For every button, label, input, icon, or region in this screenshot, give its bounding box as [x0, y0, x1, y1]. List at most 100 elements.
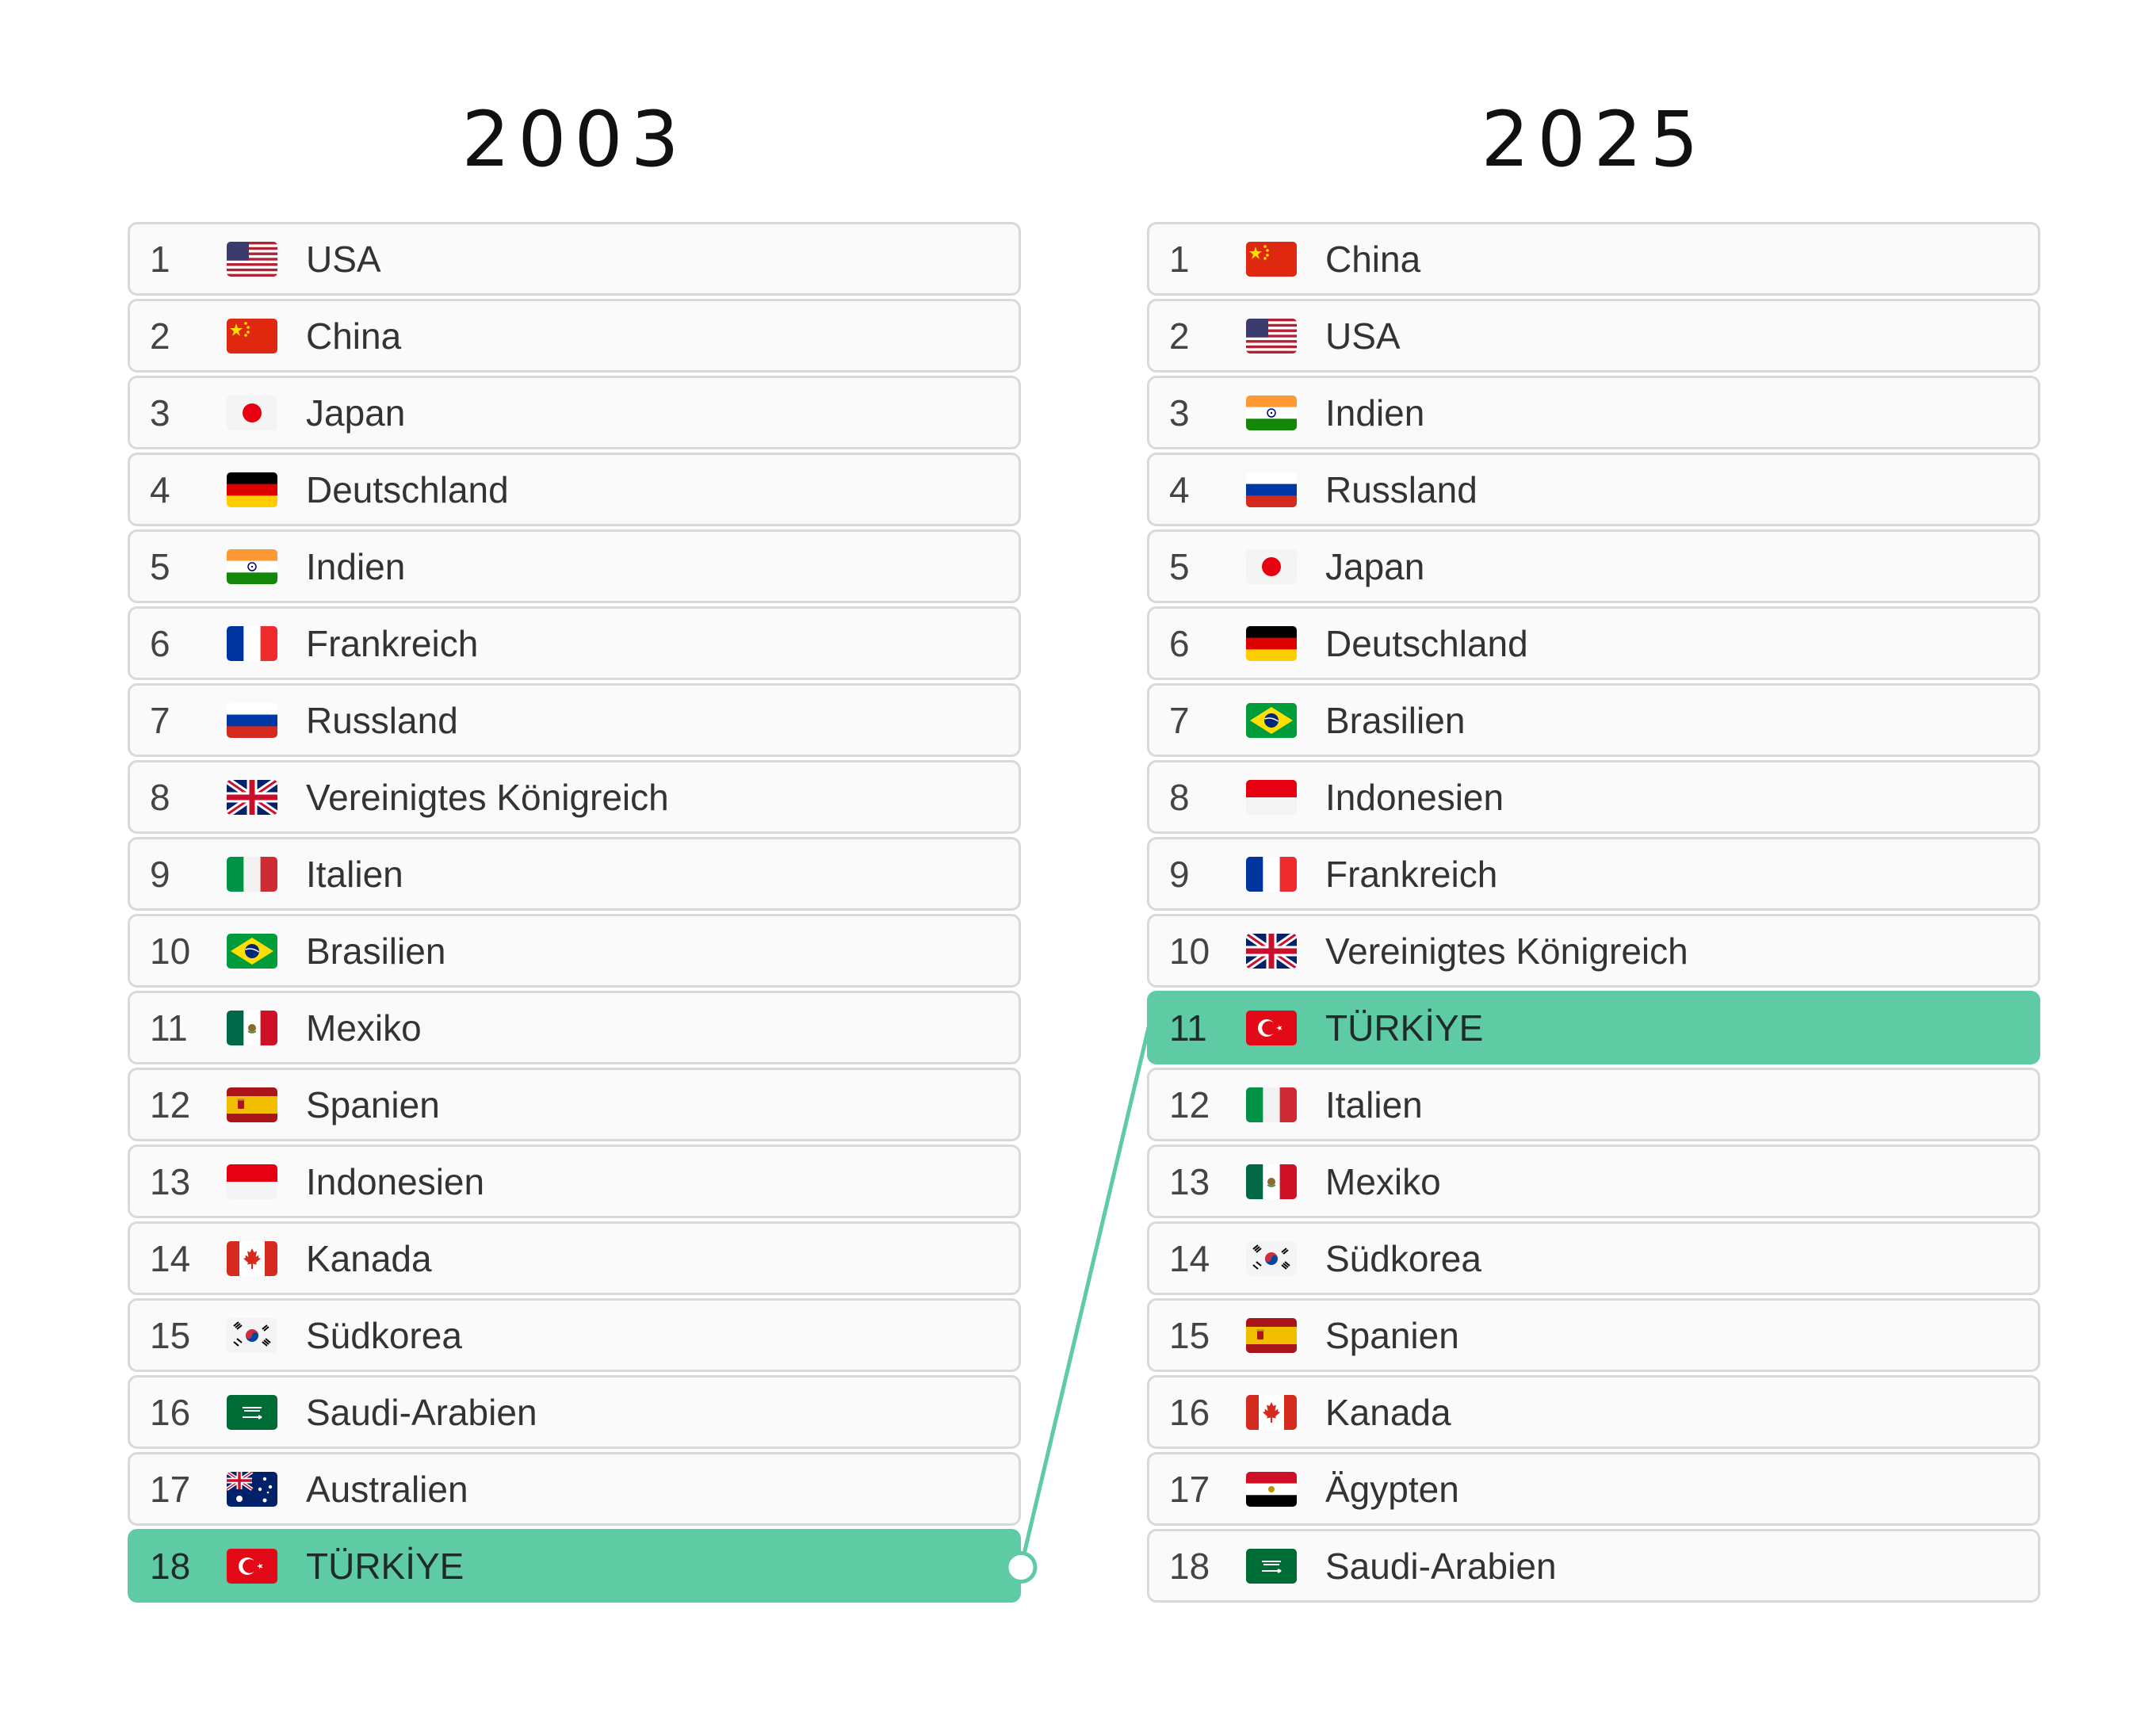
- ranking-row: 8 Vereinigtes Königreich: [128, 760, 1021, 834]
- country-name: Indonesien: [306, 1160, 485, 1202]
- rank-number-text: 14: [150, 1237, 191, 1279]
- rank-number-text: 9: [1169, 853, 1190, 895]
- ranking-row: 15 Südkorea: [128, 1298, 1021, 1372]
- sa-flag-icon: [227, 1394, 277, 1430]
- ranking-row: 9 Italien: [128, 837, 1021, 911]
- country-name: Italien: [306, 853, 403, 895]
- rank-number: 9: [1149, 853, 1229, 896]
- country-name: Spanien: [306, 1083, 440, 1125]
- country-name: China: [1325, 238, 1421, 280]
- ranking-row: 1 China: [1147, 222, 2040, 296]
- rank-number: 18: [130, 1545, 209, 1588]
- connector-line: [1019, 1026, 1151, 1569]
- rank-number-text: 17: [150, 1468, 191, 1510]
- rank-number-text: 5: [150, 545, 170, 587]
- rank-number: 2: [1149, 315, 1229, 357]
- ranking-row: 7 Brasilien: [1147, 683, 2040, 757]
- id-flag-icon: [1246, 779, 1297, 815]
- ranking-row: 5 Indien: [128, 529, 1021, 603]
- ranking-row: 6 Frankreich: [128, 606, 1021, 680]
- year-heading-2025: 2025: [1481, 95, 1707, 184]
- ranking-row: 15 Spanien: [1147, 1298, 2040, 1372]
- country-name: Frankreich: [306, 622, 479, 664]
- ranking-row: 3 Japan: [128, 376, 1021, 449]
- eg-flag-icon: [1246, 1471, 1297, 1507]
- ranking-row: 13 Mexiko: [1147, 1145, 2040, 1218]
- country-name: Südkorea: [306, 1314, 462, 1356]
- ranking-row: 8 Indonesien: [1147, 760, 2040, 834]
- rank-number: 4: [1149, 468, 1229, 511]
- rank-number: 10: [1149, 930, 1229, 973]
- us-flag-icon: [227, 241, 277, 277]
- ranking-row: 12 Spanien: [128, 1068, 1021, 1141]
- ranking-row: 10 Brasilien: [128, 914, 1021, 988]
- rank-number-text: 8: [1169, 776, 1190, 818]
- ranking-row: 2 China: [128, 299, 1021, 373]
- ranking-row: 9 Frankreich: [1147, 837, 2040, 911]
- it-flag-icon: [1246, 1087, 1297, 1122]
- rank-number: 3: [130, 392, 209, 434]
- rank-number-text: 13: [150, 1160, 191, 1202]
- rank-number: 12: [1149, 1083, 1229, 1126]
- gb-flag-icon: [227, 779, 277, 815]
- rank-number: 1: [1149, 238, 1229, 281]
- country-name: Brasilien: [306, 930, 446, 972]
- rank-number: 12: [130, 1083, 209, 1126]
- rank-number: 18: [1149, 1545, 1229, 1588]
- ranking-list-2003: 1 USA 2 China 3 Japan 4 Deutschland 5 Indien 6 Fran…: [128, 222, 1021, 1606]
- year-heading-2003: 2003: [461, 95, 687, 184]
- id-flag-icon: [227, 1164, 277, 1199]
- rank-number: 14: [1149, 1237, 1229, 1280]
- country-name: Kanada: [306, 1237, 432, 1279]
- rank-number: 5: [130, 545, 209, 588]
- cn-flag-icon: [227, 318, 277, 353]
- ranking-row: 11 TÜRKİYE: [1147, 991, 2040, 1064]
- rank-number-text: 5: [1169, 545, 1190, 587]
- rank-number: 17: [1149, 1468, 1229, 1511]
- ranking-row: 3 Indien: [1147, 376, 2040, 449]
- ranking-row: 12 Italien: [1147, 1068, 2040, 1141]
- ranking-row: 14 Südkorea: [1147, 1221, 2040, 1295]
- country-name: Frankreich: [1325, 853, 1498, 895]
- de-flag-icon: [1246, 625, 1297, 661]
- rank-number-text: 6: [1169, 622, 1190, 664]
- ranking-list-2025: 1 China 2 USA 3 Indien 4 Russland 5 Japan 6 Deutsch…: [1147, 222, 2040, 1606]
- rank-number-text: 16: [1169, 1391, 1210, 1433]
- br-flag-icon: [1246, 702, 1297, 738]
- es-flag-icon: [1246, 1317, 1297, 1353]
- country-name: Deutschland: [306, 468, 509, 510]
- country-name: China: [306, 315, 402, 357]
- rank-number-text: 11: [150, 1007, 188, 1049]
- rank-number: 4: [130, 468, 209, 511]
- de-flag-icon: [227, 472, 277, 507]
- country-name: Indien: [1325, 392, 1425, 434]
- tr-flag-icon: [227, 1548, 277, 1584]
- rank-number-text: 15: [1169, 1314, 1210, 1356]
- es-flag-icon: [227, 1087, 277, 1122]
- rank-number: 11: [130, 1007, 209, 1049]
- rank-number-text: 17: [1169, 1468, 1210, 1510]
- rank-number-text: 12: [150, 1083, 191, 1125]
- country-name: Vereinigtes Königreich: [1325, 930, 1688, 972]
- au-flag-icon: [227, 1471, 277, 1507]
- rank-number: 3: [1149, 392, 1229, 434]
- country-name: Ägypten: [1325, 1468, 1459, 1510]
- rank-number-text: 14: [1169, 1237, 1210, 1279]
- in-flag-icon: [227, 548, 277, 584]
- ranking-row: 18 Saudi-Arabien: [1147, 1529, 2040, 1603]
- country-name: Indonesien: [1325, 776, 1504, 818]
- rank-number-text: 10: [150, 930, 191, 972]
- country-name: Südkorea: [1325, 1237, 1481, 1279]
- rank-number: 6: [1149, 622, 1229, 665]
- rank-number-text: 8: [150, 776, 170, 818]
- ranking-row: 18 TÜRKİYE: [128, 1529, 1021, 1603]
- in-flag-icon: [1246, 395, 1297, 430]
- country-name: Australien: [306, 1468, 468, 1510]
- rank-number: 16: [1149, 1391, 1229, 1434]
- rank-number: 6: [130, 622, 209, 665]
- ca-flag-icon: [227, 1240, 277, 1276]
- rank-number: 16: [130, 1391, 209, 1434]
- country-name: Kanada: [1325, 1391, 1451, 1433]
- rank-number: 14: [130, 1237, 209, 1280]
- ca-flag-icon: [1246, 1394, 1297, 1430]
